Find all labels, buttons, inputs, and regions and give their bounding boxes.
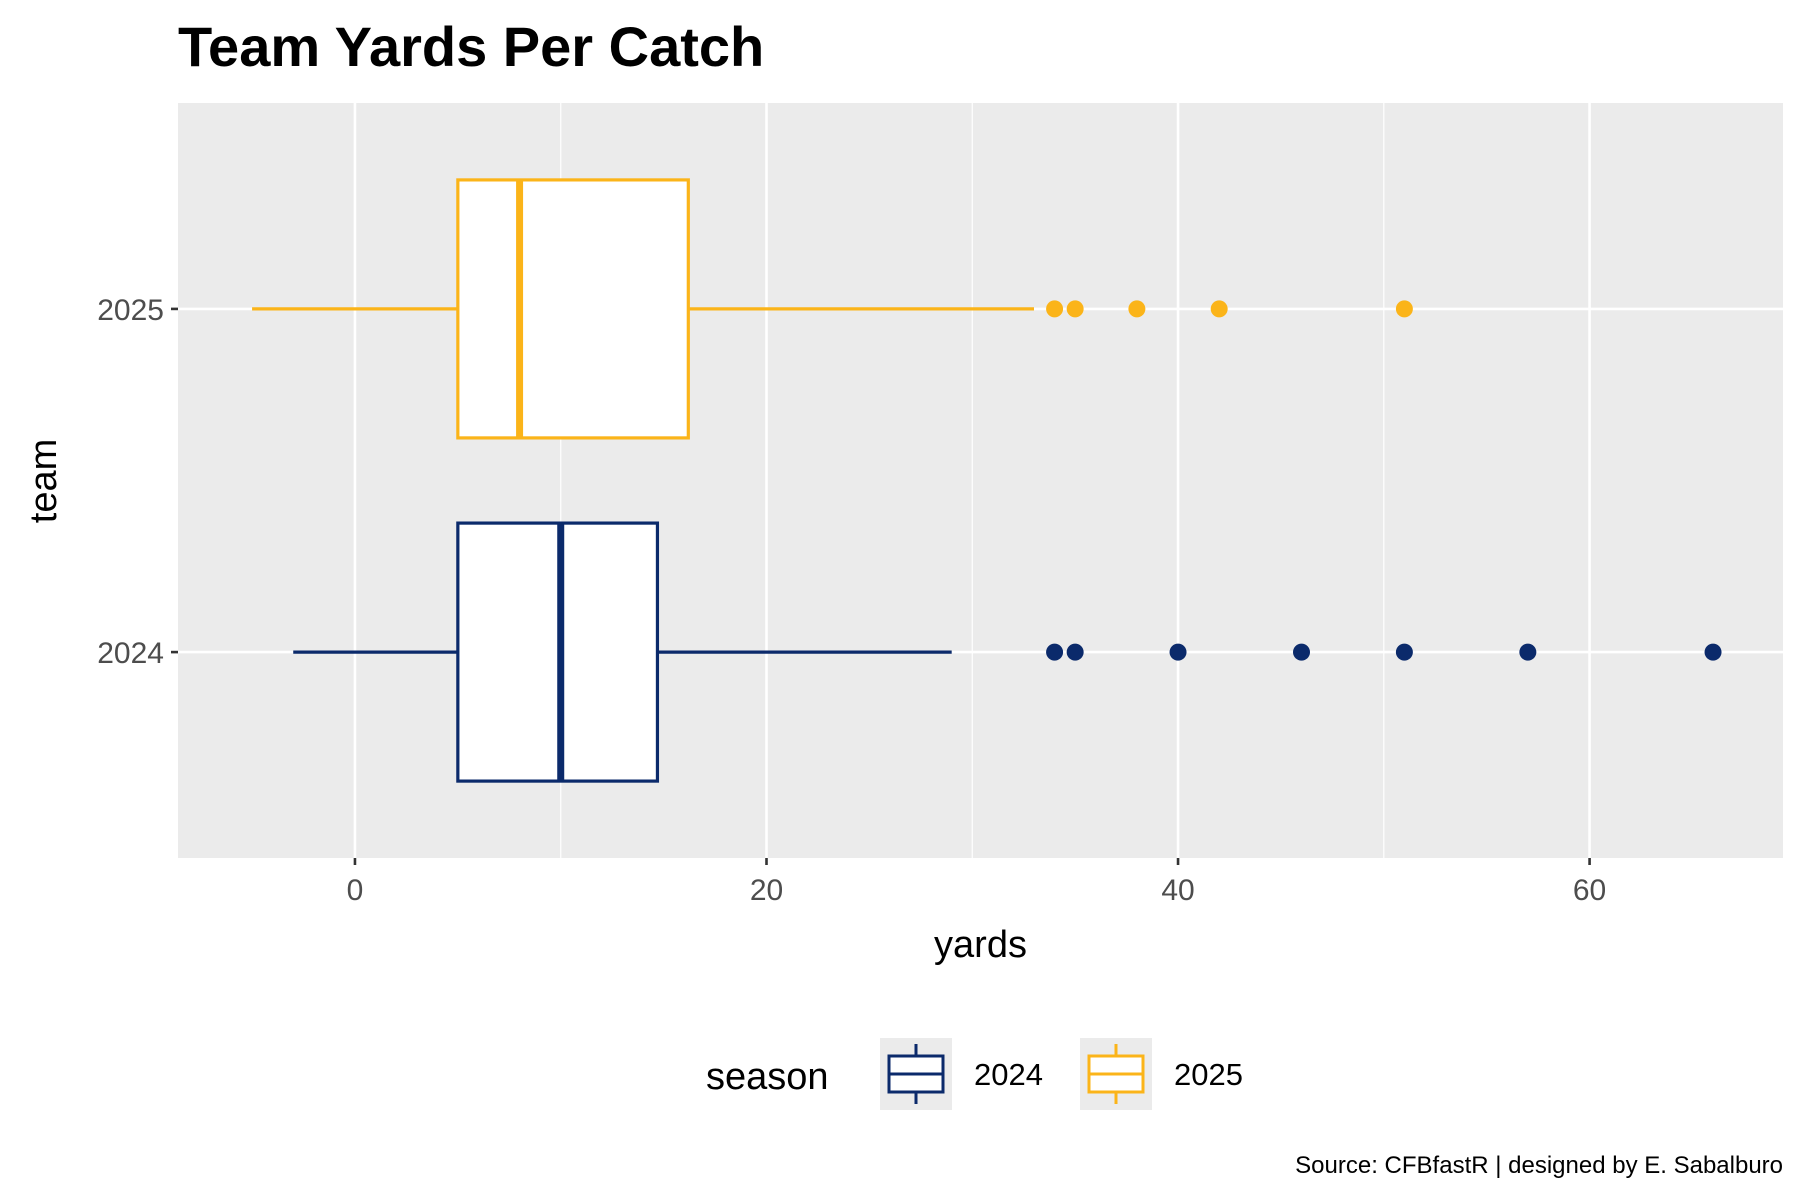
box-iqr xyxy=(456,178,690,440)
legend-title: season xyxy=(706,1056,829,1098)
outlier-point xyxy=(1210,300,1228,318)
chart-title: Team Yards Per Catch xyxy=(178,15,764,78)
y-tick-label: 2025 xyxy=(97,294,164,327)
outlier-point xyxy=(1046,643,1064,661)
legend: season 2024 2025 xyxy=(706,1038,1243,1110)
x-tick-label: 20 xyxy=(750,874,783,907)
boxplot-2024 xyxy=(293,521,1722,783)
outlier-point xyxy=(1169,643,1187,661)
x-axis-title: yards xyxy=(934,924,1027,966)
legend-label: 2024 xyxy=(974,1057,1043,1092)
outlier-point xyxy=(1046,300,1064,318)
legend-item-2024: 2024 xyxy=(880,1038,1043,1110)
y-tick-label: 2024 xyxy=(97,637,164,670)
legend-item-2025: 2025 xyxy=(1080,1038,1243,1110)
plot-panel xyxy=(178,103,1783,858)
x-tick-label: 40 xyxy=(1161,874,1194,907)
y-axis-title: team xyxy=(23,439,65,523)
outlier-point xyxy=(1395,300,1413,318)
outlier-point xyxy=(1066,643,1084,661)
x-tick-label: 0 xyxy=(347,874,364,907)
boxplots xyxy=(252,178,1722,783)
legend-label: 2025 xyxy=(1174,1057,1243,1092)
outlier-point xyxy=(1395,643,1413,661)
outlier-point xyxy=(1293,643,1310,661)
x-axis: 0 20 40 60 xyxy=(347,858,1606,907)
outlier-point xyxy=(1066,300,1084,318)
y-axis: 2024 2025 xyxy=(97,294,178,670)
x-tick-label: 60 xyxy=(1573,874,1606,907)
chart-caption: Source: CFBfastR | designed by E. Sabalb… xyxy=(1295,1152,1783,1179)
outlier-point xyxy=(1704,643,1722,661)
boxplot-2025 xyxy=(252,178,1413,440)
outlier-point xyxy=(1128,300,1146,318)
outlier-point xyxy=(1519,643,1537,661)
